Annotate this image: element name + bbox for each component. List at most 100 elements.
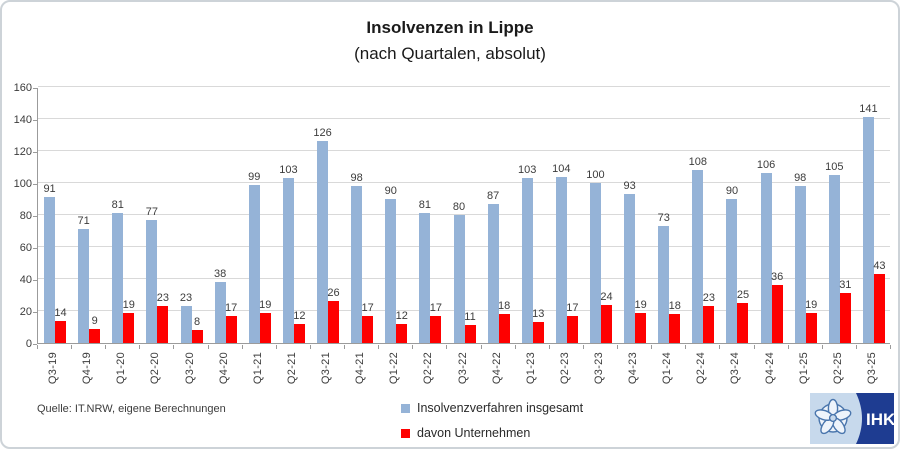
x-axis-label: Q3-19 <box>47 352 60 385</box>
x-axis-tick <box>890 345 891 349</box>
bar-unternehmen <box>839 293 851 343</box>
y-axis-tick <box>33 184 37 185</box>
bar-unternehmen <box>362 315 374 343</box>
bar-unternehmen <box>89 328 101 343</box>
x-axis-tick <box>173 345 174 349</box>
lippe-rose-icon <box>814 398 852 435</box>
y-axis-label: 120 <box>13 146 32 158</box>
bar-value-label: 87 <box>486 189 500 202</box>
x-axis-tick <box>412 345 413 349</box>
bar-insgesamt <box>760 173 772 343</box>
x-axis-label: Q3-21 <box>320 352 333 385</box>
x-axis-tick <box>481 345 482 349</box>
bar-value-label: 99 <box>248 170 261 183</box>
bar-unternehmen <box>259 312 271 343</box>
ihk-logo: IHK <box>810 393 896 444</box>
bar-value-label: 19 <box>805 298 818 311</box>
bar-value-label: 38 <box>214 268 227 281</box>
x-axis-tick <box>754 345 755 349</box>
bar-unternehmen <box>873 274 885 343</box>
x-axis-tick <box>378 345 379 349</box>
y-axis-label: 0 <box>25 338 32 350</box>
bar-value-label: 105 <box>825 161 844 173</box>
bar-insgesamt <box>282 178 294 343</box>
y-axis-tick <box>33 120 37 121</box>
bar-value-label: 93 <box>623 180 636 193</box>
bar-insgesamt <box>351 186 363 343</box>
bar-insgesamt <box>624 194 636 343</box>
bar-value-label: 17 <box>225 301 238 314</box>
bar-value-label: 19 <box>122 298 135 311</box>
bar-insgesamt <box>828 175 840 343</box>
x-axis-label: Q1-21 <box>251 352 264 385</box>
x-axis-tick <box>788 345 789 349</box>
x-axis-label: Q2-24 <box>695 352 708 385</box>
bar-value-label: 36 <box>770 271 784 284</box>
x-axis-tick <box>276 345 277 349</box>
x-axis-tick <box>310 345 311 349</box>
bar-value-label: 12 <box>395 309 408 322</box>
gridline <box>38 150 890 151</box>
ihk-logo-text: IHK <box>866 410 894 429</box>
bar-unternehmen <box>464 325 476 343</box>
chart-subtitle: (nach Quartalen, absolut) <box>354 44 546 63</box>
bar-unternehmen <box>328 301 340 343</box>
bar-value-label: 73 <box>657 212 670 225</box>
bar-unternehmen <box>396 323 408 343</box>
gridline <box>38 214 890 215</box>
x-axis-tick <box>37 345 38 349</box>
y-axis-tick <box>33 88 37 89</box>
bar-insgesamt <box>589 183 601 343</box>
bar-insgesamt <box>146 219 158 343</box>
bar-value-label: 23 <box>179 292 193 305</box>
bar-value-label: 17 <box>566 301 579 314</box>
y-axis-label: 20 <box>19 306 32 318</box>
bar-value-label: 13 <box>532 308 545 321</box>
bar-value-label: 19 <box>259 298 272 311</box>
x-axis-tick <box>856 345 857 349</box>
y-axis-tick <box>33 216 37 217</box>
bar-insgesamt <box>555 176 567 343</box>
bar-value-label: 141 <box>859 103 878 116</box>
bar-value-label: 25 <box>736 289 750 301</box>
bar-value-label: 81 <box>418 199 431 212</box>
bar-insgesamt <box>385 199 397 343</box>
y-axis-tick <box>33 344 37 345</box>
bar-value-label: 71 <box>77 215 90 228</box>
x-axis-tick <box>208 345 209 349</box>
x-axis-label: Q4-21 <box>354 352 367 385</box>
bar-value-label: 80 <box>452 201 466 213</box>
legend-swatch-unternehmen-icon <box>401 428 410 438</box>
x-axis-tick <box>549 345 550 349</box>
x-axis-tick <box>139 345 140 349</box>
legend-label-insgesamt: Insolvenzverfahren insgesamt <box>417 401 584 415</box>
x-axis-tick <box>651 345 652 349</box>
x-axis-tick <box>822 345 823 349</box>
bar-value-label: 104 <box>552 162 571 175</box>
bar-insgesamt <box>78 229 90 343</box>
bar-value-label: 106 <box>756 159 776 172</box>
bar-value-label: 23 <box>156 292 170 305</box>
bar-value-label: 81 <box>111 199 124 212</box>
bar-value-label: 12 <box>293 309 306 322</box>
bar-value-label: 14 <box>54 306 67 319</box>
bar-value-label: 77 <box>145 205 159 218</box>
y-axis-label: 100 <box>13 178 32 190</box>
legend-item-unternehmen: davon Unternehmen <box>401 426 530 440</box>
bar-value-label: 90 <box>384 185 397 197</box>
x-axis-label: Q3-20 <box>183 352 196 385</box>
bar-unternehmen <box>669 314 681 343</box>
bar-value-label: 126 <box>313 127 332 140</box>
x-axis-label: Q4-22 <box>490 352 503 385</box>
x-axis-label: Q2-23 <box>558 352 571 385</box>
x-axis-label: Q4-20 <box>217 352 230 385</box>
x-axis-tick <box>105 345 106 349</box>
y-axis-tick <box>33 152 37 153</box>
bar-unternehmen <box>703 306 715 343</box>
bar-value-label: 100 <box>586 169 605 181</box>
x-axis-label: Q3-22 <box>456 352 469 385</box>
bar-unternehmen <box>635 312 647 343</box>
bar-unternehmen <box>498 314 510 343</box>
y-axis-tick <box>33 312 37 313</box>
